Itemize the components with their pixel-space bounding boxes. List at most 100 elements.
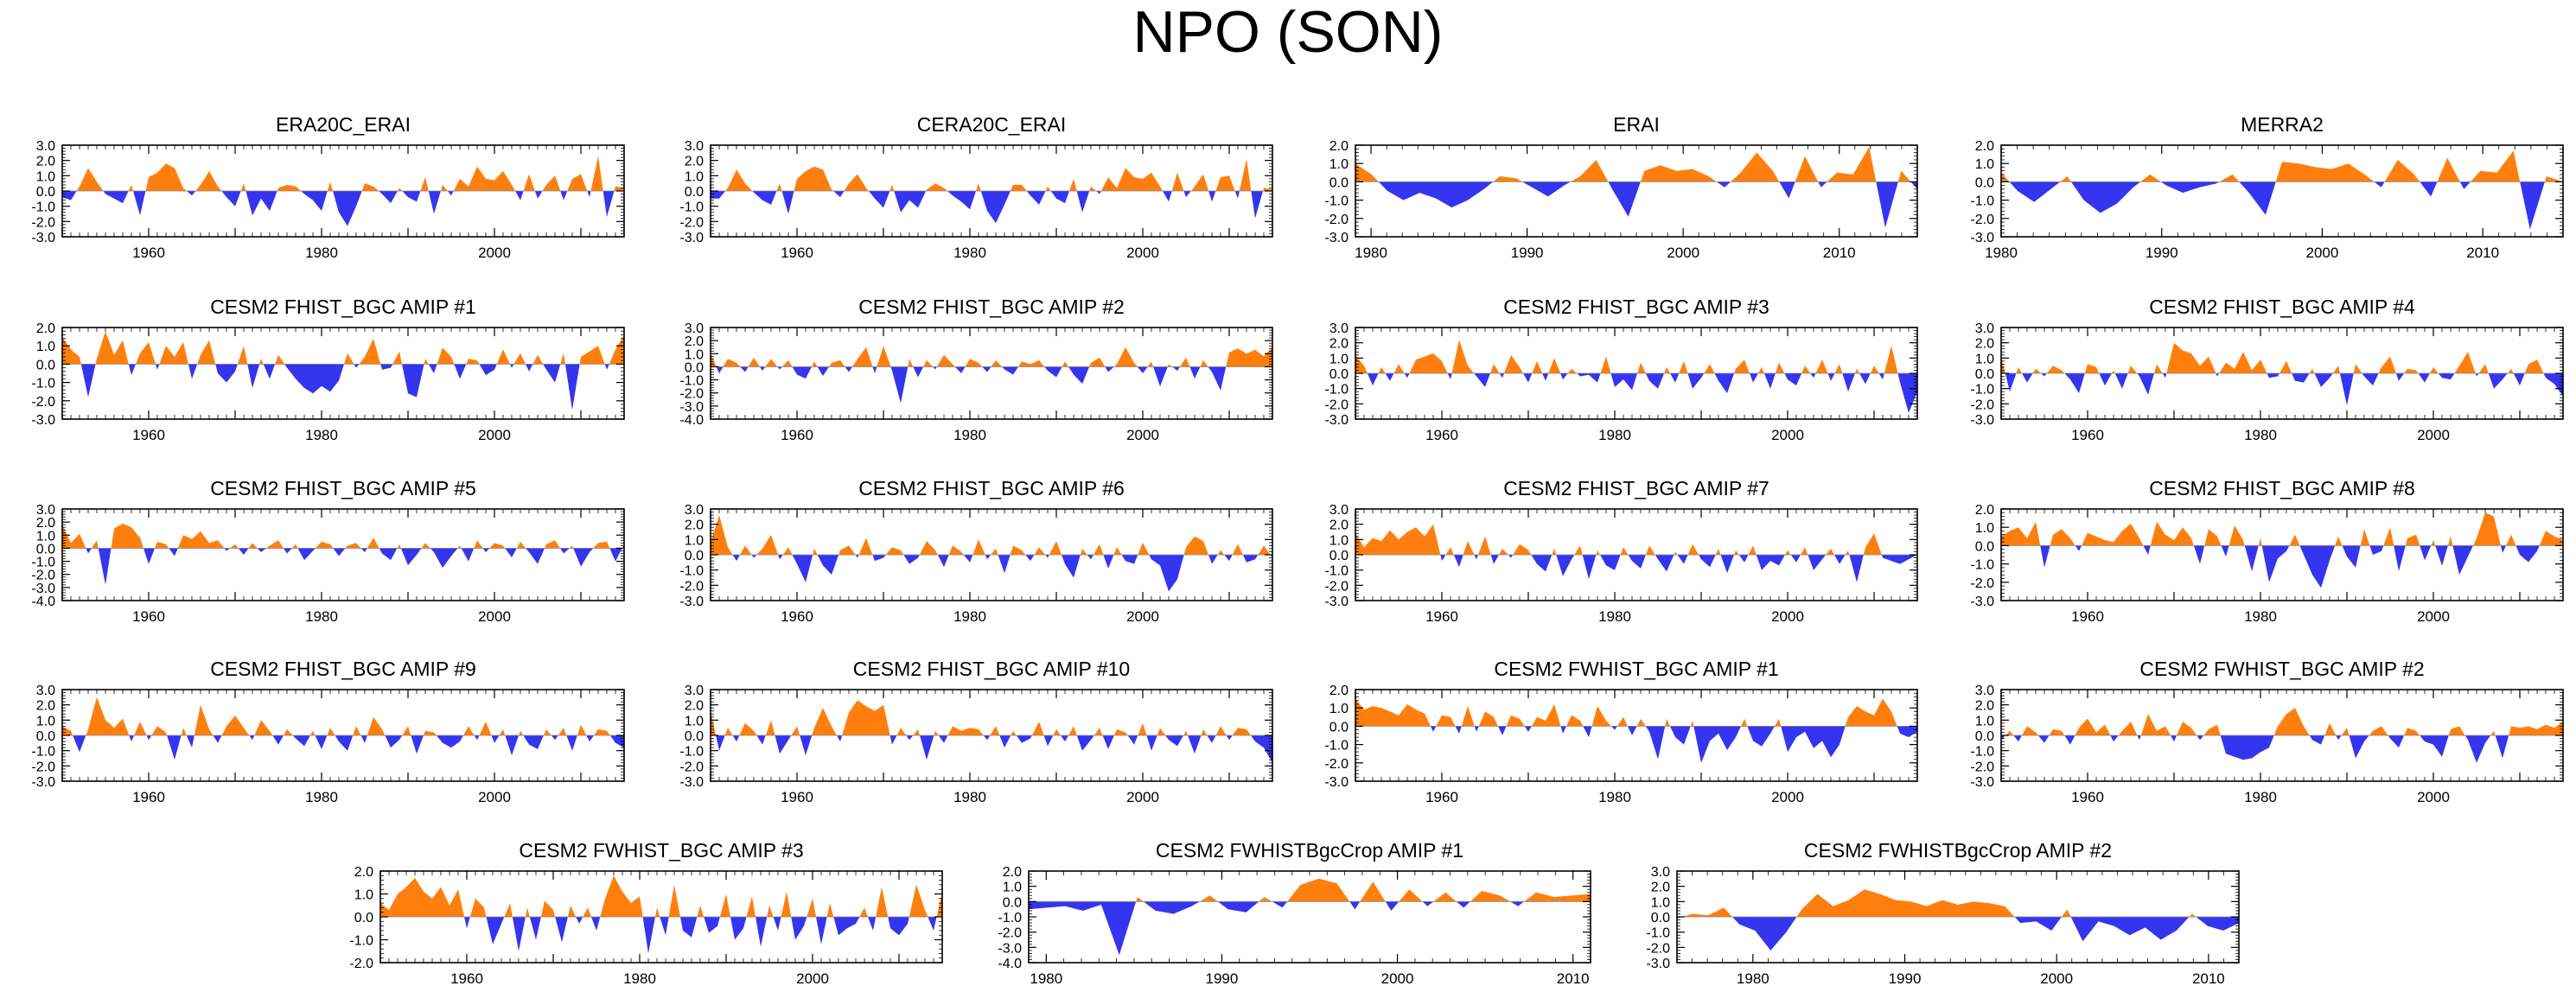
negative-area: [1430, 726, 1917, 763]
y-tick-label: 0.0: [36, 185, 55, 200]
y-tick-label: -3.0: [31, 775, 55, 790]
y-tick-label: -3.0: [679, 231, 704, 245]
panel-frame: [61, 508, 625, 601]
y-tick-label: -4.0: [998, 957, 1022, 971]
x-tick-label: 1980: [953, 245, 986, 261]
y-tick-label: 2.0: [685, 518, 704, 533]
y-tick-label: 2.0: [1975, 503, 1994, 518]
x-tick-label: 2000: [1771, 789, 1804, 805]
y-tick-label: 0.0: [685, 185, 704, 200]
panel-title: CESM2 FHIST_BGC AMIP #6: [858, 477, 1125, 499]
y-tick-label: 0.0: [1651, 911, 1670, 925]
panel-frame: [1355, 689, 1918, 782]
x-tick-label: 1980: [623, 970, 656, 987]
positive-area: [2001, 512, 2563, 546]
figure-title: NPO (SON): [1132, 0, 1444, 65]
panel-title: ERAI: [1613, 113, 1660, 136]
y-tick-label: -2.0: [1970, 576, 1994, 591]
x-tick-label: 1980: [2244, 427, 2277, 443]
x-tick-label: 1960: [1425, 608, 1458, 625]
x-tick-label: 1980: [305, 608, 338, 625]
y-tick-label: 2.0: [36, 321, 55, 336]
x-tick-label: 2010: [1557, 970, 1590, 987]
x-tick-label: 2000: [2417, 427, 2450, 443]
x-tick-label: 1960: [781, 608, 813, 625]
y-tick-label: 3.0: [685, 321, 704, 336]
y-tick-label: -2.0: [349, 957, 373, 971]
y-tick-label: -1.0: [998, 911, 1022, 925]
x-tick-label: 1980: [305, 427, 338, 443]
y-tick-label: 3.0: [1329, 503, 1349, 518]
y-tick-label: 1.0: [685, 714, 704, 728]
panel-10: CESM2 FHIST_BGC AMIP #63.02.01.00.0-1.0-…: [679, 477, 1273, 625]
panel-1: ERA20C_ERAI 3.02.01.00.0-1.0-2.0-3.0 1960 1…: [31, 113, 625, 261]
x-tick-label: 2000: [2417, 789, 2450, 805]
negative-area: [2001, 373, 2563, 406]
y-tick-label: 3.0: [1975, 684, 1994, 698]
panel-9: CESM2 FHIST_BGC AMIP #53.02.01.00.0-1.0-…: [31, 477, 625, 625]
positive-area: [1355, 340, 1917, 373]
x-tick-label: 2000: [1126, 427, 1159, 443]
panel-13: CESM2 FHIST_BGC AMIP #93.02.01.00.0-1.0-…: [31, 658, 625, 805]
negative-area: [62, 191, 624, 226]
x-tick-label: 2000: [1771, 427, 1804, 443]
y-tick-label: -3.0: [679, 775, 704, 790]
y-tick-label: -2.0: [679, 215, 704, 230]
y-tick-label: -3.0: [31, 231, 55, 245]
x-tick-label: 2000: [1126, 789, 1159, 805]
y-tick-label: 2.0: [1975, 699, 1994, 714]
x-tick-label: 1960: [450, 970, 483, 987]
y-tick-label: -2.0: [998, 926, 1022, 941]
positive-area: [1355, 698, 1917, 727]
x-tick-label: 2000: [796, 970, 829, 987]
positive-area: [711, 700, 1272, 735]
x-tick-label: 2000: [2306, 245, 2339, 261]
y-tick-label: 0.0: [685, 729, 704, 744]
y-tick-label: -3.0: [1970, 413, 1994, 428]
y-tick-label: 1.0: [36, 714, 55, 728]
negative-area: [711, 191, 1272, 224]
y-tick-label: 0.0: [1003, 895, 1022, 910]
panel-title: CESM2 FHIST_BGC AMIP #3: [1503, 296, 1769, 318]
negative-area: [1355, 555, 1917, 582]
x-tick-label: 1960: [132, 427, 165, 443]
y-tick-label: -3.0: [1970, 231, 1994, 245]
x-tick-label: 1960: [2071, 789, 2104, 805]
y-tick-label: -3.0: [1324, 413, 1349, 428]
y-tick-label: 2.0: [36, 155, 55, 169]
positive-area: [62, 523, 624, 549]
y-tick-label: 0.0: [1975, 175, 1994, 190]
x-tick-label: 2000: [2040, 970, 2073, 987]
y-tick-label: 1.0: [685, 169, 704, 184]
y-tick-label: 2.0: [1329, 684, 1349, 698]
y-tick-label: 3.0: [36, 139, 55, 154]
x-tick-label: 2000: [478, 789, 511, 805]
positive-area: [62, 331, 624, 365]
positive-area: [711, 158, 1272, 191]
y-tick-label: 0.0: [36, 542, 55, 557]
positive-area: [711, 346, 1272, 367]
y-tick-label: 1.0: [1329, 352, 1349, 366]
positive-area: [2001, 342, 2563, 373]
panel-7: CESM2 FHIST_BGC AMIP #33.02.01.00.0-1.0-…: [1324, 296, 1918, 443]
y-tick-label: -1.0: [679, 374, 704, 389]
x-tick-label: 2000: [1381, 970, 1414, 987]
y-tick-label: 2.0: [1975, 139, 1994, 154]
positive-area: [380, 875, 942, 917]
panel-15: CESM2 FWHIST_BGC AMIP #1 2.0 1.0 0.0 -1.0 -2.…: [1324, 658, 1918, 805]
y-tick-label: -1.0: [31, 556, 55, 570]
y-tick-label: 2.0: [36, 516, 55, 531]
negative-area: [1355, 373, 1917, 413]
x-tick-label: 2000: [2417, 608, 2450, 625]
x-tick-label: 1960: [132, 789, 165, 805]
y-tick-label: 0.0: [1329, 549, 1349, 563]
y-tick-label: 1.0: [1329, 533, 1349, 548]
x-tick-label: 1980: [1598, 789, 1631, 805]
x-tick-label: 1990: [1511, 245, 1544, 261]
negative-area: [380, 917, 942, 954]
y-tick-label: -1.0: [1646, 926, 1670, 941]
y-tick-label: -2.0: [1970, 398, 1994, 412]
negative-area: [86, 548, 622, 585]
y-tick-label: 3.0: [685, 503, 704, 518]
panel-title: CESM2 FHIST_BGC AMIP #9: [210, 658, 476, 680]
